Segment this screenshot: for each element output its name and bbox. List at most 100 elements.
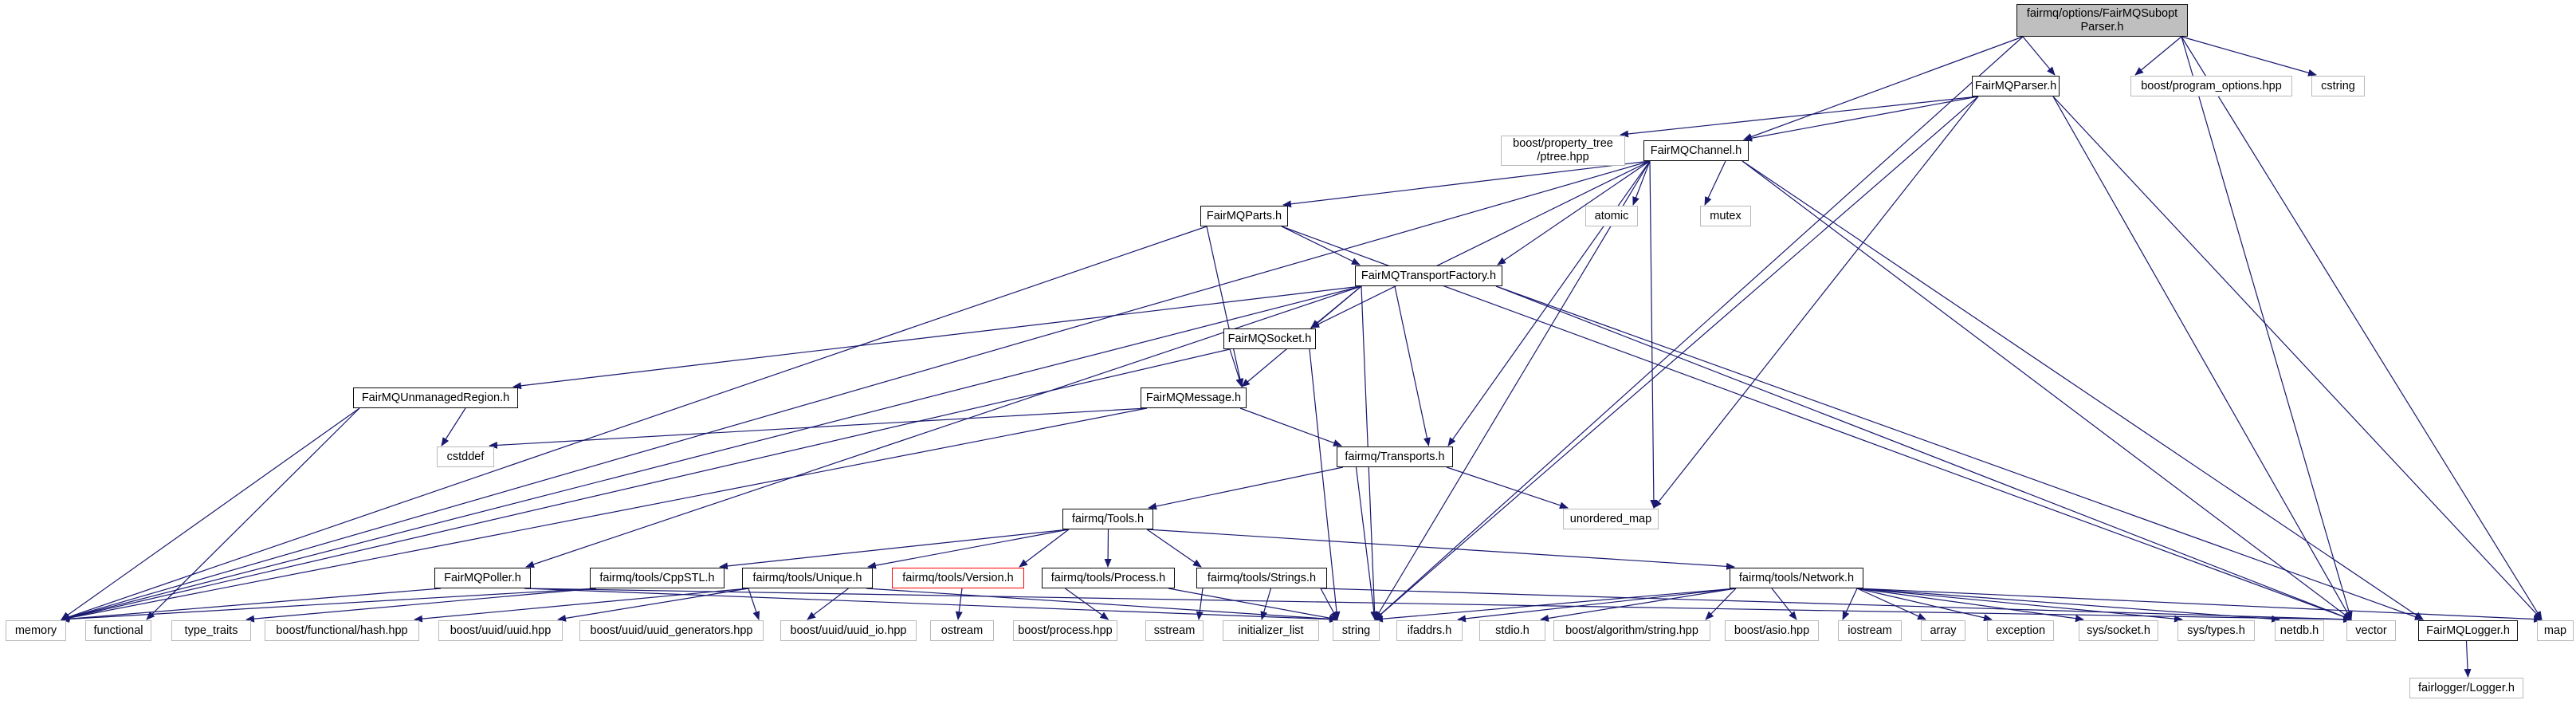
node-type-traits-label: type_traits: [184, 623, 238, 637]
node-unique[interactable]: fairmq/tools/Unique.h: [742, 568, 873, 588]
node-cstddef-label: cstddef: [446, 450, 485, 463]
edge-channel-to-parts: [1282, 160, 1651, 208]
node-sys-types: sys/types.h: [2177, 620, 2255, 641]
node-poller[interactable]: FairMQPoller.h: [434, 568, 531, 588]
edge-tools-to-strings: [1146, 529, 1202, 568]
edge-suboptparser-to-program-options: [2134, 36, 2182, 76]
edge-unmanaged-region-to-cstddef: [441, 407, 466, 446]
edge-suboptparser-to-parser: [2022, 36, 2056, 76]
edge-suboptparser-to-map: [2181, 36, 2543, 620]
edge-parser-to-unordered-map: [1653, 96, 1979, 509]
node-parts[interactable]: FairMQParts.h: [1200, 206, 1288, 226]
node-uuid: boost/uuid/uuid.hpp: [438, 620, 563, 641]
node-string-label: string: [1341, 623, 1371, 637]
node-mutex: mutex: [1700, 206, 1751, 226]
node-sys-socket-label: sys/socket.h: [2087, 623, 2150, 637]
node-socket[interactable]: FairMQSocket.h: [1223, 328, 1316, 349]
node-ptree: boost/property_tree/ptree.hpp: [1501, 136, 1625, 166]
node-sstream: sstream: [1145, 620, 1204, 641]
node-uuid-io: boost/uuid/uuid_io.hpp: [780, 620, 917, 641]
edge-transport-factory-to-fairmq-logger: [1495, 285, 2424, 620]
edge-network-to-algorithm-string: [1705, 588, 1737, 620]
edge-transport-factory-to-transports: [1394, 285, 1431, 446]
node-unmanaged-region[interactable]: FairMQUnmanagedRegion.h: [353, 387, 518, 408]
edge-transport-factory-to-socket: [1310, 285, 1362, 328]
edge-network-to-sys-types: [1856, 588, 2183, 623]
node-vector-label: vector: [2355, 623, 2387, 637]
node-suboptparser-label: Parser.h: [2080, 20, 2124, 33]
edge-suboptparser-to-cstring: [2181, 36, 2317, 77]
node-unordered-map-label: unordered_map: [1569, 512, 1652, 525]
edge-socket-to-message: [1229, 348, 1243, 387]
node-strings-label: fairmq/tools/Strings.h: [1207, 571, 1317, 584]
node-fairmq-logger[interactable]: FairMQLogger.h: [2418, 620, 2518, 641]
node-tools[interactable]: fairmq/Tools.h: [1062, 509, 1153, 529]
node-fairlogger-logger-label: fairlogger/Logger.h: [2418, 681, 2515, 694]
node-unmanaged-region-label: FairMQUnmanagedRegion.h: [361, 391, 510, 404]
node-netdb-label: netdb.h: [2280, 623, 2319, 637]
node-network[interactable]: fairmq/tools/Network.h: [1730, 568, 1863, 588]
edge-transport-factory-to-memory: [61, 285, 1362, 621]
edge-transports-to-tools: [1148, 466, 1344, 510]
edge-parts-to-vector: [1281, 226, 2352, 620]
node-transports[interactable]: fairmq/Transports.h: [1337, 446, 1453, 467]
node-atomic-label: atomic: [1594, 209, 1629, 222]
edge-suboptparser-to-channel: [1743, 36, 2024, 140]
node-parser-label: FairMQParser.h: [1974, 79, 2057, 92]
edge-network-to-stdio: [1540, 588, 1737, 622]
node-network-label: fairmq/tools/Network.h: [1738, 571, 1855, 584]
node-stdio: stdio.h: [1479, 620, 1545, 641]
node-iostream-label: iostream: [1848, 623, 1892, 637]
edge-tools-to-unique: [867, 529, 1070, 569]
edge-strings-to-string: [1320, 588, 1338, 620]
node-vector: vector: [2346, 620, 2396, 641]
node-functional-label: functional: [93, 623, 143, 637]
edge-network-to-iostream: [1842, 588, 1858, 620]
node-suboptparser-label: fairmq/options/FairMQSubopt: [2026, 6, 2178, 20]
edge-channel-to-transport-factory: [1497, 160, 1651, 266]
edge-parser-to-ptree: [1620, 96, 1979, 138]
edge-socket-to-string: [1309, 348, 1341, 620]
node-ostream: ostream: [930, 620, 994, 641]
node-unordered-map: unordered_map: [1563, 509, 1659, 529]
edge-cppstl-to-type-traits: [245, 588, 597, 623]
node-uuid-io-label: boost/uuid/uuid_io.hpp: [790, 623, 907, 637]
edge-channel-to-unordered-map: [1649, 160, 1658, 509]
node-suboptparser[interactable]: fairmq/options/FairMQSubopt Parser.h: [2016, 4, 2188, 37]
edge-message-to-transports: [1239, 407, 1342, 446]
node-message-label: FairMQMessage.h: [1145, 391, 1242, 404]
node-strings[interactable]: fairmq/tools/Strings.h: [1196, 568, 1327, 588]
node-fairlogger-logger: fairlogger/Logger.h: [2409, 678, 2523, 698]
edge-unique-to-uuid: [557, 588, 749, 622]
edge-tools-to-cppstl: [719, 529, 1070, 570]
node-mutex-label: mutex: [1710, 209, 1742, 222]
node-ifaddrs: ifaddrs.h: [1396, 620, 1463, 641]
node-array-label: array: [1930, 623, 1957, 637]
edge-tools-to-process: [1104, 529, 1112, 568]
node-cppstl[interactable]: fairmq/tools/CppSTL.h: [590, 568, 724, 588]
node-version[interactable]: fairmq/tools/Version.h: [892, 568, 1024, 588]
node-uuid-generators: boost/uuid/uuid_generators.hpp: [579, 620, 764, 641]
node-transport-factory[interactable]: FairMQTransportFactory.h: [1355, 266, 1502, 286]
node-map-label: map: [2543, 623, 2567, 637]
node-iostream: iostream: [1838, 620, 1902, 641]
node-process-hpp-label: boost/process.hpp: [1018, 623, 1113, 637]
node-process[interactable]: fairmq/tools/Process.h: [1042, 568, 1175, 588]
edge-channel-to-memory: [61, 160, 1651, 621]
node-message[interactable]: FairMQMessage.h: [1141, 387, 1247, 408]
node-socket-label: FairMQSocket.h: [1227, 332, 1312, 345]
edge-tools-to-version: [1019, 529, 1070, 568]
node-ostream-label: ostream: [940, 623, 984, 637]
node-parser[interactable]: FairMQParser.h: [1972, 76, 2060, 96]
edge-unmanaged-region-to-functional: [146, 407, 360, 620]
node-asio: boost/asio.hpp: [1725, 620, 1819, 641]
node-version-label: fairmq/tools/Version.h: [902, 571, 1014, 584]
edge-transport-factory-to-poller: [525, 285, 1362, 568]
node-channel[interactable]: FairMQChannel.h: [1643, 140, 1749, 161]
node-ptree-label: /ptree.hpp: [1537, 151, 1589, 163]
node-tools-label: fairmq/Tools.h: [1071, 512, 1145, 525]
edge-cppstl-to-memory: [61, 588, 597, 623]
node-ifaddrs-label: ifaddrs.h: [1407, 623, 1452, 637]
node-atomic: atomic: [1585, 206, 1638, 226]
node-algorithm-string: boost/algorithm/string.hpp: [1553, 620, 1710, 641]
